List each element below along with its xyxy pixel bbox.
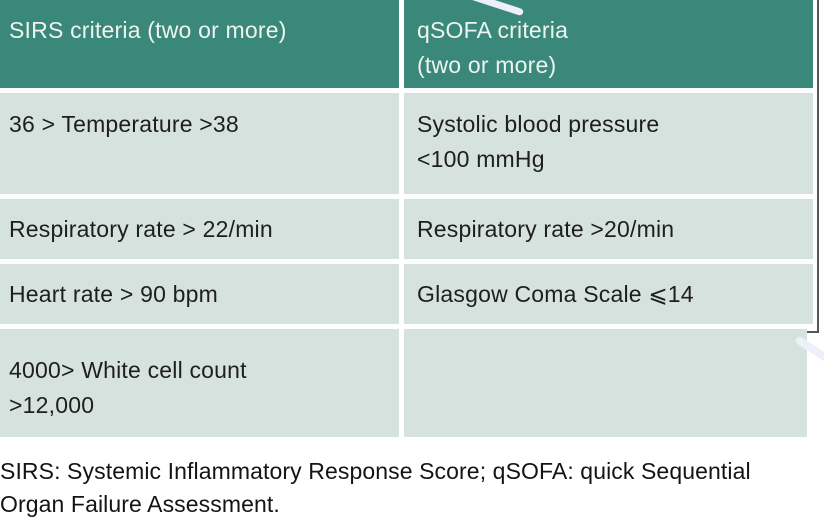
sirs-qsofa-table: SIRS criteria (two or more) qSOFA criter… (0, 0, 813, 437)
table-footnote: SIRS: Systemic Inflammatory Response Sco… (0, 458, 751, 517)
cell-empty (404, 329, 807, 437)
header-cell-qsofa: qSOFA criteria (two or more) (404, 0, 813, 88)
cell-white-cell-count: 4000> White cell count >12,000 (0, 329, 399, 437)
header-cell-sirs: SIRS criteria (two or more) (0, 0, 399, 88)
cell-systolic-bp: Systolic blood pressure <100 mmHg (404, 93, 813, 194)
cell-glasgow-coma-scale: Glasgow Coma Scale ⩽14 (404, 264, 813, 324)
cell-respiratory-rate-sirs: Respiratory rate > 22/min (0, 199, 399, 259)
cell-temperature: 36 > Temperature >38 (0, 93, 399, 194)
cell-heart-rate: Heart rate > 90 bpm (0, 264, 399, 324)
cell-respiratory-rate-qsofa: Respiratory rate >20/min (404, 199, 813, 259)
